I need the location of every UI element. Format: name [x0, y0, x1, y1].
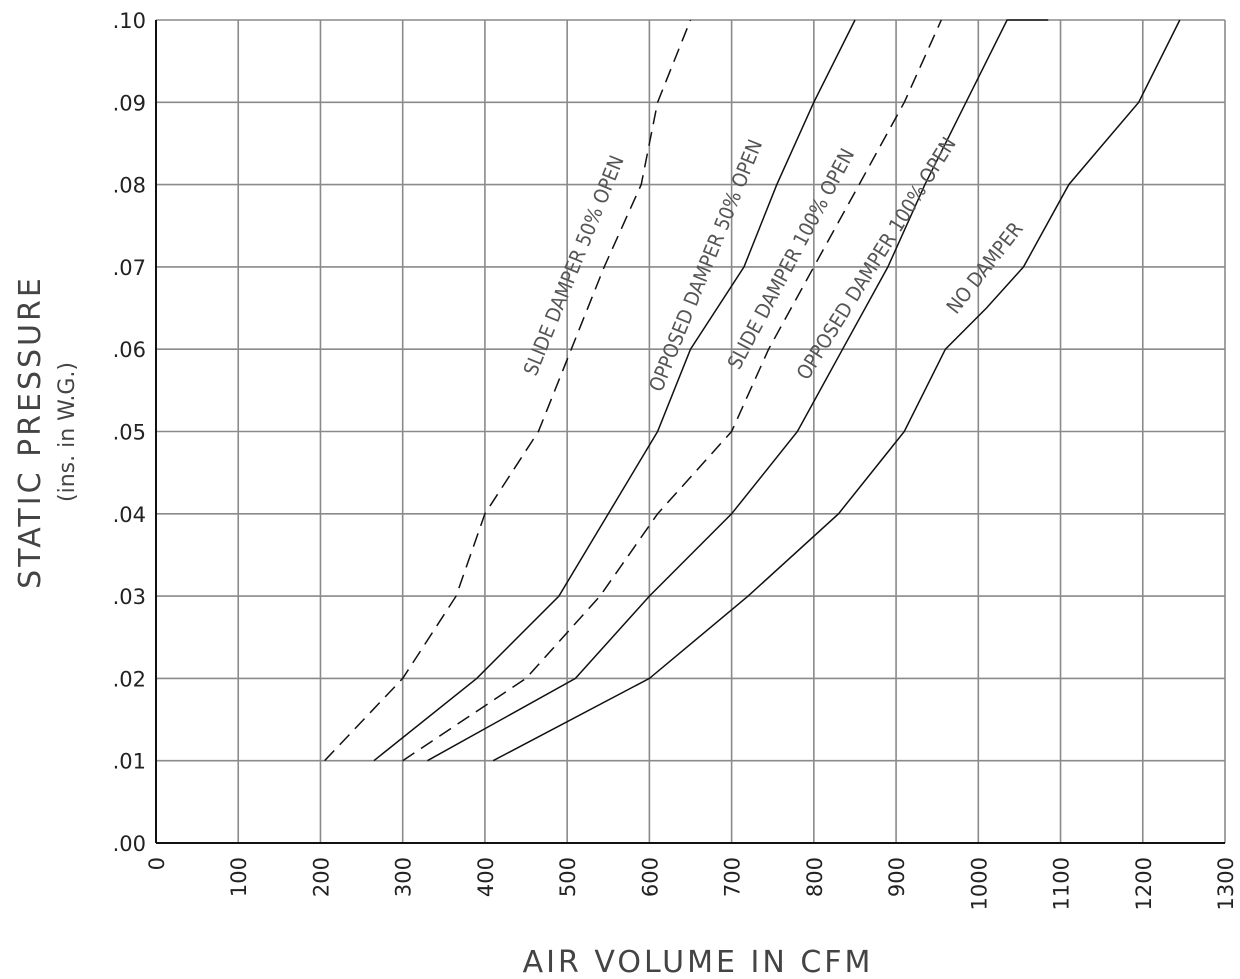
x-tick-label: 700	[721, 857, 745, 897]
x-tick-label: 0	[145, 857, 169, 870]
curves	[324, 19, 1181, 762]
x-tick-label: 1100	[1050, 857, 1074, 910]
series-line-5	[492, 19, 1181, 762]
x-tick-label: 800	[803, 857, 827, 897]
y-tick-label: .00	[113, 832, 146, 856]
y-tick-label: .10	[113, 9, 146, 33]
x-tick-label: 1200	[1132, 857, 1156, 910]
y-tick-label: .07	[113, 256, 146, 280]
y-tick-label: .08	[113, 174, 146, 198]
series-line-3	[402, 19, 942, 762]
x-tick-label: 1000	[967, 857, 991, 910]
y-tick-label: .03	[113, 585, 146, 609]
y-tick-label: .05	[113, 421, 146, 445]
y-tick-labels: .00 .01 .02 .03 .04 .05 .06 .07 .08 .09 .10	[113, 9, 146, 856]
y-axis-title: STATIC PRESSURE	[13, 275, 48, 589]
x-tick-label: 500	[556, 857, 580, 897]
grid-lines	[155, 19, 1226, 844]
series-line-4	[427, 19, 1049, 762]
x-tick-label: 600	[638, 857, 662, 897]
y-tick-label: .04	[113, 503, 146, 527]
series-label-4: OPPOSED DAMPER 100% OPEN	[791, 133, 960, 384]
y-axis-units: (ins. in W.G.)	[55, 362, 80, 502]
x-tick-label: 100	[227, 857, 251, 897]
x-tick-label: 1300	[1214, 857, 1238, 910]
x-tick-label: 400	[474, 857, 498, 897]
curve-labels: SLIDE DAMPER 50% OPEN OPPOSED DAMPER 50% …	[518, 133, 1027, 395]
x-tick-labels: 0 100 200 300 400 500 600 700 800 900 1000 1100 1200…	[145, 857, 1238, 910]
x-tick-label: 200	[309, 857, 333, 897]
y-tick-label: .02	[113, 667, 146, 691]
y-tick-label: .06	[113, 338, 146, 362]
series-line-2	[373, 19, 856, 762]
x-tick-label: 900	[885, 857, 909, 897]
y-tick-label: .01	[113, 750, 146, 774]
x-axis-title: AIR VOLUME IN CFM	[523, 945, 874, 979]
plot-frame	[155, 20, 1225, 844]
series-line-1	[324, 19, 692, 762]
y-tick-label: .09	[113, 91, 146, 115]
x-tick-label: 300	[392, 857, 416, 897]
